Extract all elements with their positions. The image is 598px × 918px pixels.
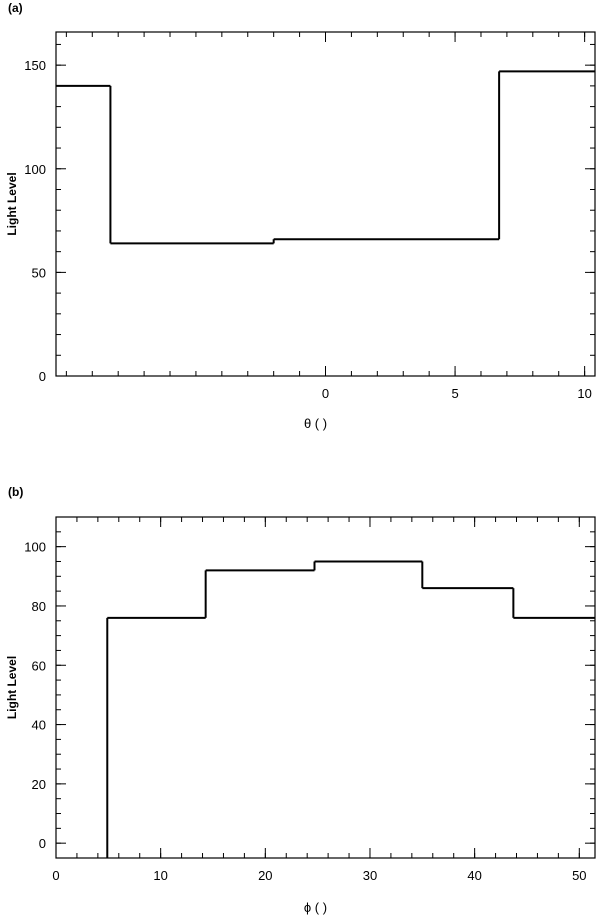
- y-tick-label: 0: [39, 369, 46, 384]
- plot-frame: [55, 31, 596, 377]
- chart-panel-b: (b) 0 10 20 30 40 50 0 20 40 60 80 100 ϕ ( ) Light Lev…: [5, 485, 596, 915]
- x-tick-label: 0: [322, 386, 329, 401]
- y-axis-label: Light Level: [5, 172, 19, 235]
- y-tick-label: 80: [32, 599, 46, 614]
- y-axis-label: Light Level: [5, 656, 19, 719]
- y-tick-label: 60: [32, 658, 46, 673]
- panel-label: (a): [8, 1, 23, 15]
- x-axis-label: ϕ ( ): [304, 900, 327, 915]
- x-tick-label: 40: [467, 868, 481, 883]
- x-tick-label: 0: [52, 868, 59, 883]
- y-tick-label: 150: [24, 58, 46, 73]
- x-tick-label: 5: [451, 386, 458, 401]
- x-tick-label: 30: [363, 868, 377, 883]
- x-tick-label: 20: [258, 868, 272, 883]
- y-tick-label: 0: [39, 836, 46, 851]
- y-tick-label: 100: [24, 162, 46, 177]
- plot-frame: [55, 516, 596, 859]
- x-tick-label: 10: [153, 868, 167, 883]
- y-tick-label: 100: [24, 540, 46, 555]
- y-tick-label: 50: [32, 265, 46, 280]
- x-tick-label: 10: [577, 386, 591, 401]
- y-tick-label: 40: [32, 718, 46, 733]
- panel-label: (b): [8, 485, 23, 499]
- x-tick-label: 50: [572, 868, 586, 883]
- x-axis-label: θ ( ): [304, 416, 327, 431]
- y-tick-label: 20: [32, 777, 46, 792]
